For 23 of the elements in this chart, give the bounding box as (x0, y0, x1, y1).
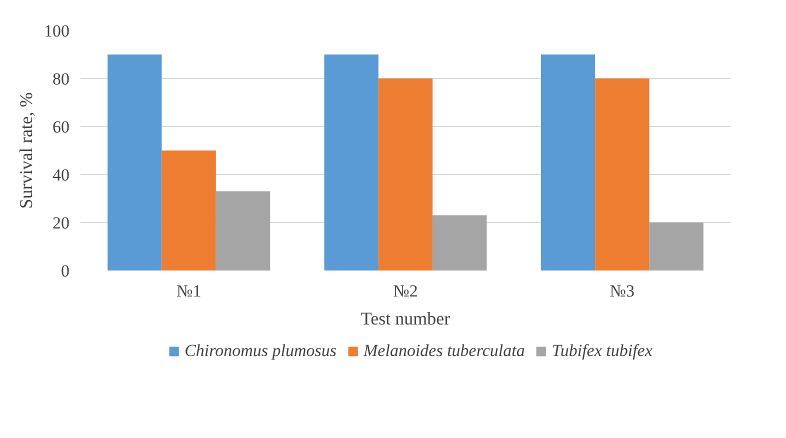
y-axis-title: Survival rate, % (16, 92, 36, 209)
legend-label: Melanoides tuberculata (364, 341, 525, 361)
x-axis-title: Test number (360, 308, 450, 328)
y-tick-label: 80 (52, 70, 70, 88)
x-tick-label: №3 (610, 282, 635, 300)
bar (432, 215, 487, 270)
y-tick-label: 0 (61, 262, 70, 280)
x-tick-label: №1 (176, 282, 202, 300)
x-tick-label: №2 (393, 282, 418, 300)
y-tick-label: 60 (52, 118, 70, 136)
bar (378, 78, 433, 270)
bar (540, 54, 596, 270)
legend-label: Chironomus plumosus (184, 341, 337, 361)
legend-label: Tubifex tubifex (552, 341, 652, 361)
bar (324, 54, 378, 270)
y-tick-label: 100 (44, 22, 70, 40)
bar (162, 150, 216, 270)
y-tick-label: 40 (52, 166, 70, 184)
bar (216, 191, 270, 270)
bar (649, 222, 704, 270)
y-tick-label: 20 (52, 214, 70, 232)
bar (108, 54, 162, 270)
bar (595, 78, 650, 270)
